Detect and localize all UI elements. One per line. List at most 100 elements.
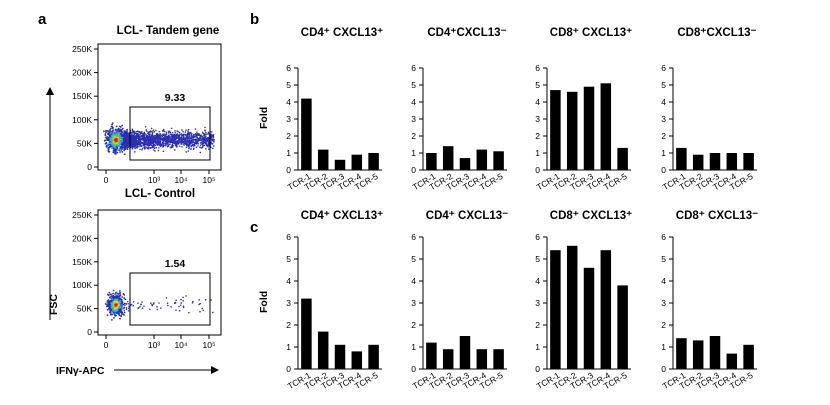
event-dot <box>190 134 193 137</box>
event-dot <box>172 136 175 138</box>
y-tick-label: 2 <box>286 320 291 330</box>
event-dot <box>109 131 112 134</box>
flow-y-tick-label: 50K <box>77 304 92 314</box>
y-tick-label: 1 <box>286 148 291 158</box>
event-dot <box>127 303 130 305</box>
chart-title: CD8⁺ CXCL13⁺ <box>550 210 632 222</box>
bar-chart-c-1: CD4⁺ CXCL13⁺0123456FoldTCR-1TCR-2TCR-3TC… <box>258 210 383 391</box>
event-dot <box>173 302 176 305</box>
bar-tcr-5 <box>368 344 379 369</box>
bar-tcr-4 <box>600 250 612 369</box>
event-dot <box>127 300 129 303</box>
event-dot <box>202 140 204 143</box>
event-dot <box>159 140 162 142</box>
y-tick-label: 2 <box>535 131 540 141</box>
event-dot <box>180 139 182 142</box>
y-tick-label: 4 <box>661 97 666 107</box>
y-tick-label: 2 <box>411 131 416 141</box>
event-dot <box>122 293 125 295</box>
y-tick-label: 3 <box>535 114 540 124</box>
event-dot <box>125 308 128 311</box>
flow-density-control <box>104 289 214 321</box>
event-dot <box>125 303 128 305</box>
event-dot <box>107 299 110 301</box>
event-dot <box>211 142 213 145</box>
bar-tcr-4 <box>351 351 363 369</box>
event-dot <box>147 137 149 140</box>
event-dot <box>159 143 162 146</box>
event-dot <box>206 145 209 148</box>
chart-title: CD8⁺ CXCL13⁻ <box>676 210 758 222</box>
event-dot <box>104 134 107 137</box>
y-tick-label: 5 <box>535 254 540 264</box>
event-dot <box>203 138 206 141</box>
y-tick-label: 0 <box>286 364 291 374</box>
event-dot <box>180 136 183 139</box>
event-dot <box>166 135 168 138</box>
event-dot <box>137 307 139 309</box>
event-dot <box>186 140 188 143</box>
event-dot <box>187 137 190 140</box>
event-dot <box>207 148 210 150</box>
event-dot <box>207 139 209 141</box>
event-dot <box>116 131 119 134</box>
event-dot <box>120 313 123 315</box>
event-dot <box>197 142 199 145</box>
event-dot <box>154 150 156 152</box>
event-dot <box>165 141 168 143</box>
event-dot <box>127 309 130 312</box>
event-dot <box>203 134 205 137</box>
y-tick-label: 6 <box>661 63 666 73</box>
event-dot <box>158 130 161 133</box>
event-dot <box>210 138 213 141</box>
event-dot <box>130 303 133 306</box>
y-tick-label: 3 <box>661 298 666 308</box>
event-dot <box>179 304 182 307</box>
event-dot <box>171 142 174 144</box>
panel-label-a: a <box>38 11 47 28</box>
bar-tcr-2 <box>692 154 704 170</box>
event-dot <box>125 139 127 141</box>
event-dot <box>126 133 129 136</box>
event-dot <box>112 316 115 319</box>
event-dot <box>137 134 140 137</box>
event-dot <box>161 146 164 148</box>
event-dot <box>158 137 161 139</box>
event-dot <box>147 139 150 142</box>
event-dot <box>188 311 190 314</box>
event-dot <box>139 131 141 134</box>
flow-x-tick-label: 10⁵ <box>203 175 216 185</box>
event-dot <box>173 149 176 151</box>
event-dot <box>192 135 194 137</box>
event-dot <box>114 151 117 154</box>
event-dot <box>165 144 167 147</box>
event-dot <box>123 149 125 152</box>
event-dot <box>120 143 123 146</box>
event-dot <box>118 129 120 132</box>
flow-gate-control <box>129 272 211 326</box>
event-dot <box>120 128 123 131</box>
event-dot <box>142 142 145 145</box>
event-dot <box>109 293 112 296</box>
event-dot <box>106 139 109 142</box>
event-dot <box>116 138 118 140</box>
event-dot <box>191 136 194 139</box>
event-dot <box>168 140 170 143</box>
event-dot <box>135 135 138 137</box>
y-tick-label: 5 <box>286 254 291 264</box>
bar-tcr-1 <box>426 153 437 170</box>
event-dot <box>148 141 151 144</box>
bar-tcr-5 <box>493 151 504 170</box>
event-dot <box>106 136 109 138</box>
event-dot <box>168 137 171 140</box>
y-tick-label: 1 <box>286 342 291 352</box>
event-dot <box>196 131 198 133</box>
event-dot <box>167 142 169 144</box>
event-dot <box>119 310 122 313</box>
event-dot <box>210 141 212 144</box>
y-tick-label: 0 <box>661 364 666 374</box>
event-dot <box>199 151 202 154</box>
event-dot <box>116 128 119 131</box>
y-tick-label: 6 <box>286 63 291 73</box>
event-dot <box>138 143 141 145</box>
